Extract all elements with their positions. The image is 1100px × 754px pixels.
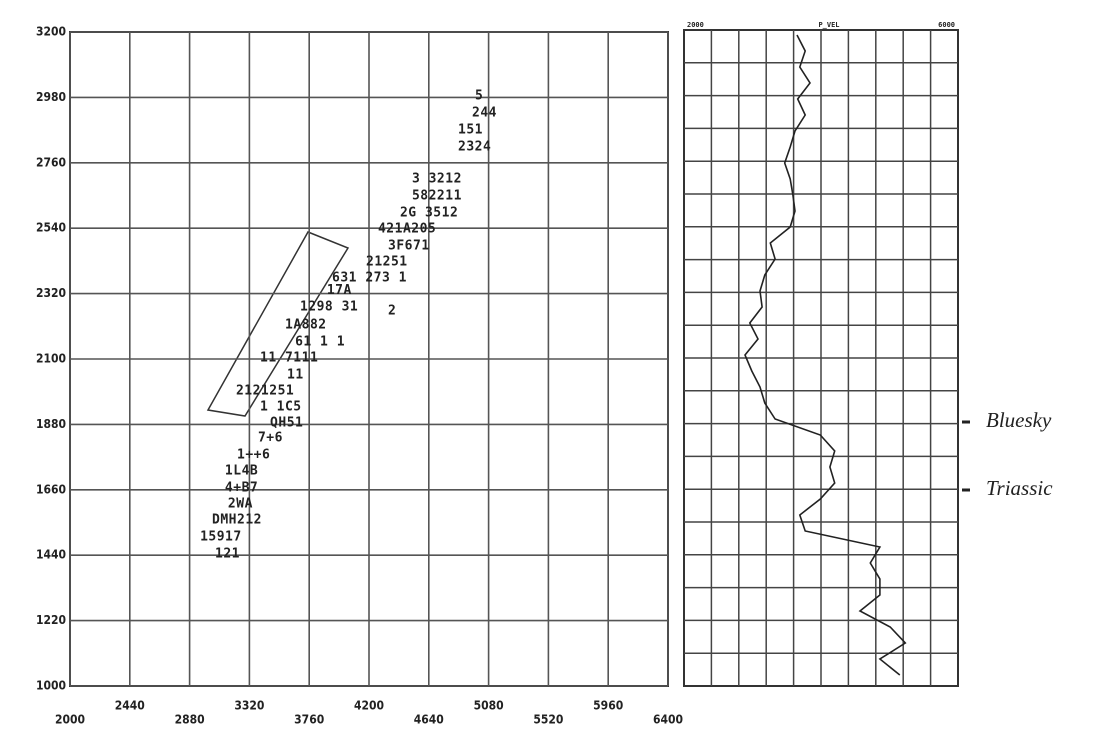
point-code: 3 3212 bbox=[412, 172, 462, 187]
y-tick-label: 2980 bbox=[36, 90, 66, 104]
point-code: 421A205 bbox=[378, 222, 436, 237]
x-tick-label: 3760 bbox=[294, 713, 324, 727]
point-code: 61 1 1 bbox=[295, 335, 345, 350]
x-tick-label: 3320 bbox=[234, 699, 264, 713]
y-tick-label: 1440 bbox=[36, 548, 66, 562]
x-tick-label: 2880 bbox=[175, 713, 205, 727]
point-code: 582211 bbox=[412, 189, 462, 204]
point-code: DMH212 bbox=[212, 513, 262, 528]
log-track bbox=[683, 29, 959, 687]
x-tick-label: 4640 bbox=[414, 713, 444, 727]
point-code: 21251 bbox=[366, 255, 408, 270]
y-tick-label: 2540 bbox=[36, 221, 66, 235]
x-tick-label: 4200 bbox=[354, 699, 384, 713]
y-tick-label: 1220 bbox=[36, 613, 66, 627]
point-code: 631 273 1 bbox=[332, 271, 407, 286]
point-code: 2324 bbox=[458, 140, 491, 155]
track-header: 2000 bbox=[687, 21, 704, 29]
y-tick-label: 1660 bbox=[36, 482, 66, 496]
point-code: 15917 bbox=[200, 530, 242, 545]
point-code: 1++6 bbox=[237, 448, 270, 463]
point-code: 2G 3512 bbox=[400, 206, 458, 221]
point-code: 4+B7 bbox=[225, 481, 258, 496]
formation-label: Triassic bbox=[986, 476, 1053, 500]
track-header: 6000 bbox=[938, 21, 955, 29]
point-code: 1298 31 bbox=[300, 299, 358, 314]
y-tick-label: 1000 bbox=[36, 679, 66, 693]
y-tick-label: 2320 bbox=[36, 286, 66, 300]
x-tick-label: 5960 bbox=[593, 699, 623, 713]
point-code: 11 7111 bbox=[260, 351, 318, 366]
formation-label: Bluesky bbox=[986, 408, 1052, 432]
x-tick-label: 2000 bbox=[55, 713, 85, 727]
point-code: 5 bbox=[475, 88, 483, 103]
point-code: 121 bbox=[215, 547, 240, 562]
y-tick-label: 2760 bbox=[36, 155, 66, 169]
x-tick-label: 5520 bbox=[533, 713, 563, 727]
point-code: 2WA bbox=[228, 497, 253, 512]
point-code: 2 bbox=[388, 303, 396, 318]
point-code: 11 bbox=[287, 368, 304, 383]
point-code: 2121251 bbox=[236, 384, 294, 399]
x-tick-label: 6400 bbox=[653, 713, 683, 727]
point-code: 3F671 bbox=[388, 239, 430, 254]
point-code: 7+6 bbox=[258, 431, 283, 446]
y-tick-label: 3200 bbox=[36, 25, 66, 39]
y-tick-label: 2100 bbox=[36, 352, 66, 366]
x-tick-label: 2440 bbox=[115, 699, 145, 713]
track-header: P_VEL bbox=[818, 21, 839, 29]
point-code: 244 bbox=[472, 105, 497, 120]
point-code: 1A882 bbox=[285, 318, 327, 333]
point-code: 17A bbox=[327, 283, 352, 298]
point-code: 1 1C5 bbox=[260, 399, 302, 414]
point-code: 1L4B bbox=[225, 464, 258, 479]
y-tick-label: 1880 bbox=[36, 417, 66, 431]
selection-polygon bbox=[206, 231, 350, 417]
velocity-curve bbox=[744, 34, 907, 676]
point-code: QH51 bbox=[270, 415, 303, 430]
point-code: 151 bbox=[458, 123, 483, 138]
x-tick-label: 5080 bbox=[474, 699, 504, 713]
